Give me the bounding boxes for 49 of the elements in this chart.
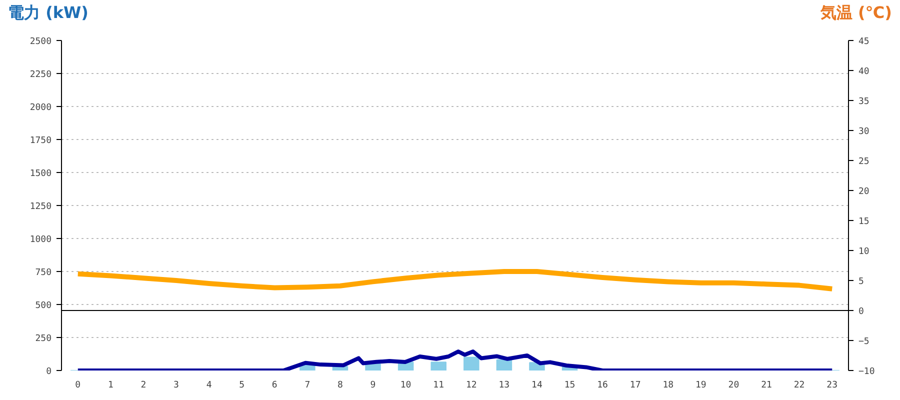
- x-tick-label: 21: [761, 380, 772, 390]
- x-tick-label: 7: [304, 380, 310, 390]
- x-tick-label: 1: [108, 380, 114, 390]
- y-tick-label: 2250: [30, 70, 52, 80]
- y-tick-label: 0: [46, 367, 52, 377]
- x-tick-label: 19: [696, 380, 706, 390]
- x-tick-label: 18: [662, 380, 674, 390]
- y2-tick-label: 35: [858, 97, 870, 107]
- y2-tick-label: 30: [858, 127, 870, 137]
- y2-tick-label: 45: [858, 37, 870, 47]
- y-tick-label: 500: [35, 301, 52, 311]
- x-tick-label: 4: [206, 380, 212, 390]
- y2-axis-title: 気温 (℃): [820, 2, 892, 24]
- x-tick-label: 14: [532, 380, 542, 390]
- x-tick-label: 2: [140, 380, 146, 390]
- x-tick-label: 10: [400, 380, 412, 390]
- y-tick-label: 250: [35, 334, 52, 344]
- y2-tick-label: 0: [858, 307, 864, 317]
- x-tick-label: 17: [630, 380, 641, 390]
- x-tick-label: 23: [826, 380, 838, 390]
- x-tick-label: 6: [272, 380, 278, 390]
- y2-tick-label: 25: [858, 157, 870, 167]
- y2-tick-label: −5: [858, 337, 870, 347]
- x-tick-label: 12: [466, 380, 477, 390]
- x-tick-label: 5: [239, 380, 245, 390]
- y-tick-label: 1750: [30, 136, 52, 146]
- y-tick-label: 1500: [30, 169, 52, 179]
- y2-tick-label: 10: [858, 247, 870, 257]
- x-tick-label: 8: [338, 380, 343, 390]
- y-axis-title: 電力 (kW): [8, 2, 88, 24]
- x-tick-label: 22: [794, 380, 805, 390]
- y-tick-label: 2500: [30, 37, 52, 47]
- y2-tick-label: 20: [858, 187, 870, 197]
- x-tick-label: 9: [370, 380, 376, 390]
- y2-tick-label: 15: [858, 217, 870, 227]
- y-tick-label: 750: [35, 268, 52, 278]
- x-tick-label: 13: [498, 380, 510, 390]
- y2-tick-label: −10: [858, 367, 875, 377]
- x-tick-label: 3: [174, 380, 179, 390]
- y-tick-label: 1000: [30, 235, 52, 245]
- y2-tick-label: 5: [858, 277, 864, 287]
- x-tick-label: 16: [597, 380, 608, 390]
- x-tick-label: 11: [433, 380, 444, 390]
- y-tick-label: 1250: [30, 202, 52, 212]
- x-tick-label: 15: [564, 380, 576, 390]
- y2-tick-label: 40: [858, 67, 870, 77]
- x-tick-label: 20: [728, 380, 740, 390]
- y-tick-label: 2000: [30, 103, 52, 113]
- x-tick-label: 0: [75, 380, 81, 390]
